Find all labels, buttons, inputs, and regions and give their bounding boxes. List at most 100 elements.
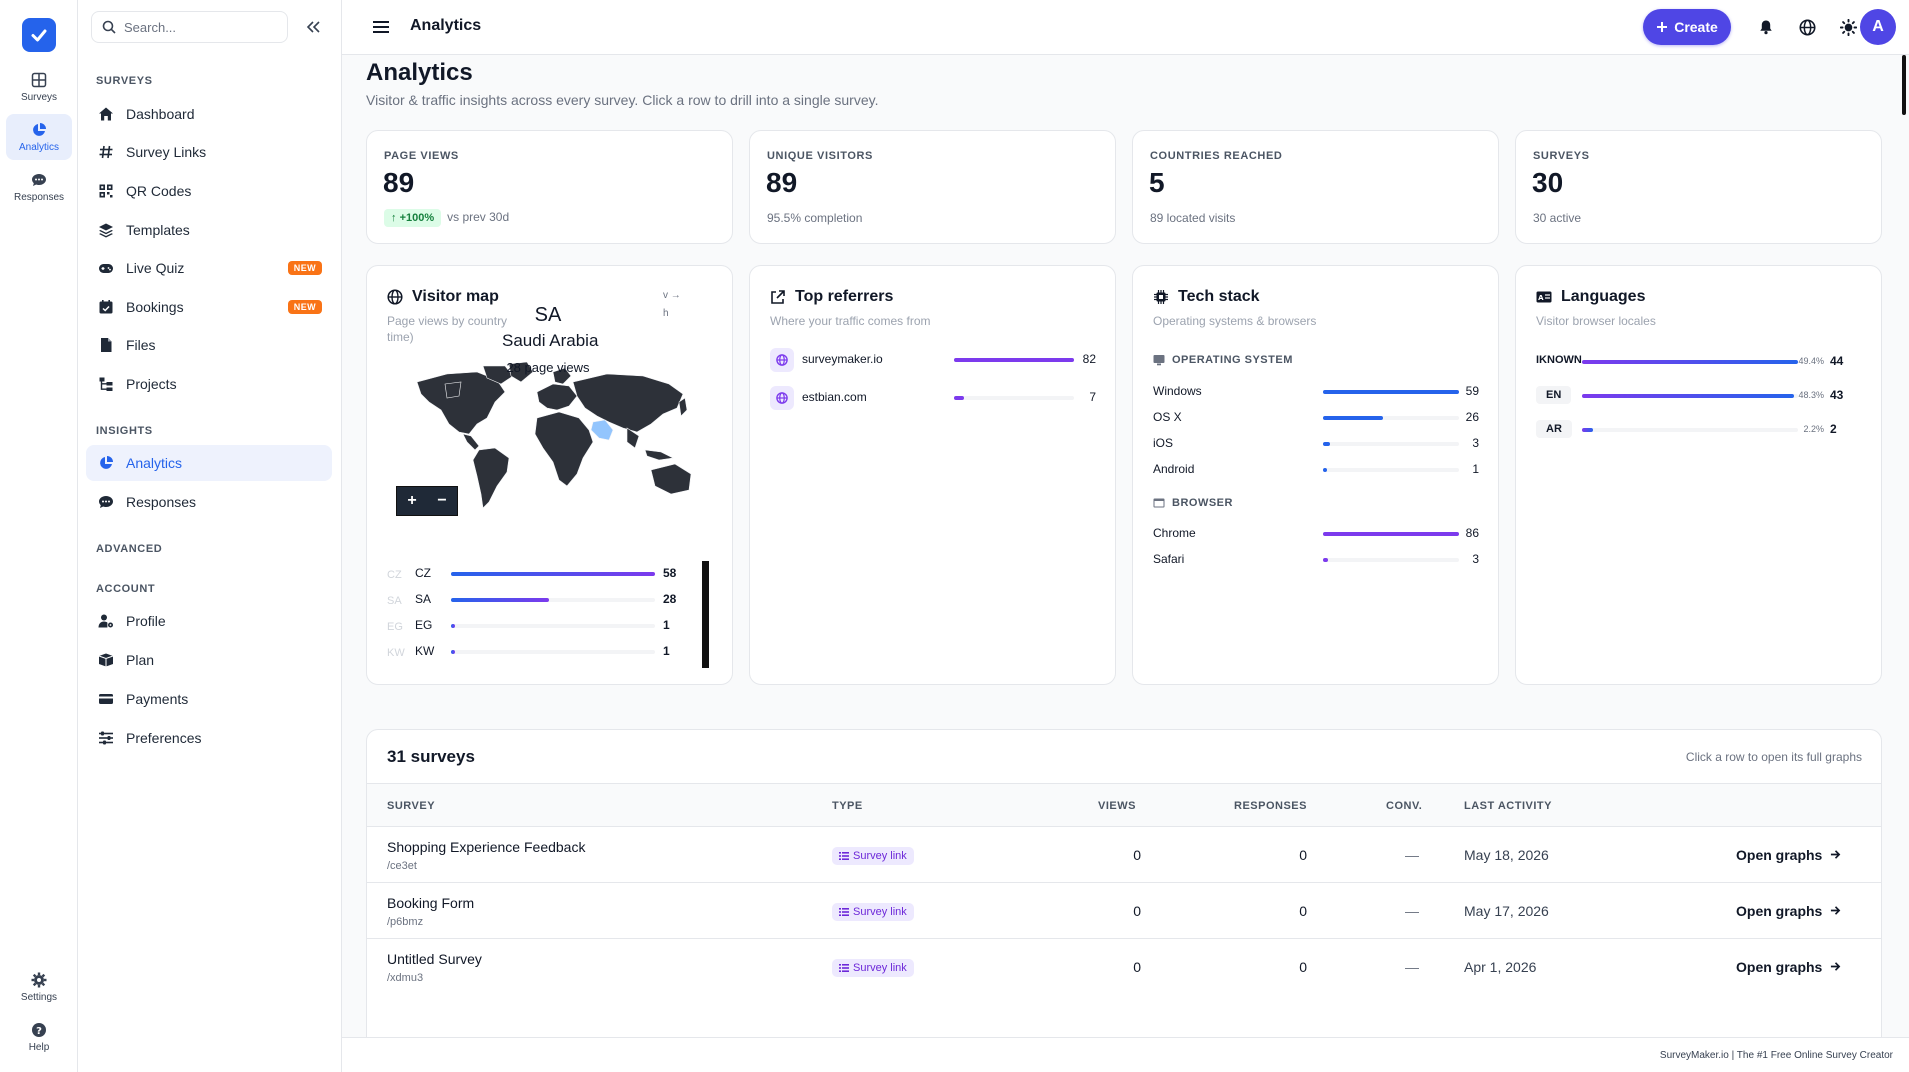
os-section-header: OPERATING SYSTEM bbox=[1153, 354, 1293, 366]
rail-item-responses[interactable]: Responses bbox=[6, 164, 72, 210]
nav-item-analytics[interactable]: Analytics bbox=[86, 445, 332, 481]
th-views[interactable]: VIEWS bbox=[1098, 800, 1136, 812]
open-graphs-link[interactable]: Open graphs bbox=[1736, 959, 1841, 975]
table-row[interactable]: Booking Form/p6bmz Survey link 0 0 — May 17, … bbox=[367, 882, 1881, 938]
survey-slug: /xdmu3 bbox=[387, 972, 424, 984]
th-responses[interactable]: RESPONSES bbox=[1234, 800, 1307, 812]
th-survey[interactable]: SURVEY bbox=[387, 800, 436, 812]
section-heading-account: ACCOUNT bbox=[96, 583, 156, 595]
visitor-map-card: Visitor map Page views by country time) … bbox=[366, 265, 733, 685]
zoom-in-button[interactable]: + bbox=[407, 492, 417, 509]
chip-icon bbox=[1154, 290, 1168, 304]
language-bar-track bbox=[1582, 394, 1798, 398]
os-bar-fill bbox=[1323, 442, 1330, 446]
nav-item-templates[interactable]: Templates bbox=[86, 212, 332, 248]
nav-item-profile[interactable]: Profile bbox=[86, 603, 332, 639]
referrer-name[interactable]: surveymaker.io bbox=[802, 352, 883, 366]
th-type[interactable]: TYPE bbox=[832, 800, 863, 812]
page-subtitle: Visitor & traffic insights across every … bbox=[366, 92, 879, 108]
country-code[interactable]: SA bbox=[415, 592, 432, 606]
open-graphs-link[interactable]: Open graphs bbox=[1736, 847, 1841, 863]
country-list-scrollbar[interactable] bbox=[702, 561, 709, 668]
user-gear-icon bbox=[98, 614, 113, 628]
card-subtitle-line: Page views by country bbox=[387, 314, 508, 328]
os-bar-fill bbox=[1323, 416, 1383, 420]
stat-card-surveys: SURVEYS 30 30 active bbox=[1515, 130, 1882, 244]
create-button[interactable]: Create bbox=[1643, 9, 1731, 45]
rail-item-help[interactable]: ? Help bbox=[6, 1014, 72, 1060]
menu-toggle-button[interactable] bbox=[370, 16, 392, 38]
nav-label: QR Codes bbox=[126, 183, 192, 199]
collapse-sidebar-button[interactable] bbox=[300, 14, 326, 40]
card-title-text: Languages bbox=[1561, 288, 1646, 305]
nav-item-preferences[interactable]: Preferences bbox=[86, 720, 332, 756]
double-chevron-left-icon bbox=[306, 21, 320, 33]
world-map[interactable] bbox=[387, 362, 717, 512]
th-last-activity[interactable]: LAST ACTIVITY bbox=[1464, 800, 1552, 812]
country-flag-placeholder: EG bbox=[387, 621, 403, 633]
nav-item-projects[interactable]: Projects bbox=[86, 366, 332, 402]
country-flag-placeholder: KW bbox=[387, 647, 405, 659]
browser-bar-fill bbox=[1323, 532, 1459, 536]
rail-item-analytics[interactable]: Analytics bbox=[6, 114, 72, 160]
country-flag-placeholder: CZ bbox=[387, 569, 402, 581]
search-input[interactable]: Search... bbox=[124, 19, 177, 35]
new-badge: NEW bbox=[287, 261, 322, 275]
country-bar-fill bbox=[451, 624, 456, 628]
rail-label: Settings bbox=[20, 991, 58, 1003]
language-pct: 48.3% bbox=[1798, 390, 1824, 400]
nav-item-files[interactable]: Files bbox=[86, 327, 332, 363]
country-bar-track bbox=[451, 572, 655, 576]
language-button[interactable] bbox=[1795, 15, 1819, 39]
os-bar-fill bbox=[1323, 390, 1459, 394]
language-value: 44 bbox=[1830, 354, 1844, 368]
bell-icon bbox=[1760, 20, 1772, 35]
country-code[interactable]: EG bbox=[415, 618, 433, 632]
nav-item-qr-codes[interactable]: QR Codes bbox=[86, 173, 332, 209]
open-graphs-link[interactable]: Open graphs bbox=[1736, 903, 1841, 919]
table-row[interactable]: Untitled Survey/xdmu3 Survey link 0 0 — Apr 1… bbox=[367, 938, 1881, 994]
survey-views: 0 bbox=[1133, 959, 1141, 975]
nav-item-live-quiz[interactable]: Live Quiz NEW bbox=[86, 250, 332, 286]
nav-item-bookings[interactable]: Bookings NEW bbox=[86, 289, 332, 325]
rail-item-settings[interactable]: Settings bbox=[6, 964, 72, 1010]
arrow-right-icon bbox=[1830, 959, 1841, 975]
country-code[interactable]: CZ bbox=[415, 566, 431, 580]
stat-sub: 95.5% completion bbox=[767, 211, 863, 225]
stat-card-page-views: PAGE VIEWS 89 ↑ +100% vs prev 30d bbox=[366, 130, 733, 244]
table-hint: Click a row to open its full graphs bbox=[1685, 750, 1862, 764]
card-subtitle-line: time) bbox=[387, 330, 414, 344]
nav-item-payments[interactable]: Payments bbox=[86, 681, 332, 717]
share-icon bbox=[771, 290, 785, 304]
nav-item-plan[interactable]: Plan bbox=[86, 642, 332, 678]
card-subtitle: Where your traffic comes from bbox=[770, 314, 931, 328]
stat-value: 30 bbox=[1532, 167, 1564, 198]
os-name: Windows bbox=[1153, 384, 1202, 398]
card-title-text: Tech stack bbox=[1178, 288, 1260, 305]
rail-item-surveys[interactable]: Surveys bbox=[6, 64, 72, 110]
nav-label: Dashboard bbox=[126, 106, 195, 122]
zoom-out-button[interactable]: − bbox=[437, 492, 447, 509]
card-title-text: Top referrers bbox=[795, 288, 894, 305]
survey-last-activity: Apr 1, 2026 bbox=[1464, 959, 1537, 975]
nav-item-responses[interactable]: Responses bbox=[86, 484, 332, 520]
os-value: 3 bbox=[1472, 436, 1479, 450]
table-row[interactable]: Shopping Experience Feedback/ce3et Survey… bbox=[367, 826, 1881, 882]
nav-item-dashboard[interactable]: Dashboard bbox=[86, 96, 332, 132]
referrer-name[interactable]: estbian.com bbox=[802, 390, 867, 404]
page-scrollbar[interactable] bbox=[1902, 55, 1906, 115]
th-conv[interactable]: CONV. bbox=[1386, 800, 1423, 812]
surveys-table-card: 31 surveys Click a row to open its full … bbox=[366, 729, 1882, 1037]
country-saudi-arabia[interactable] bbox=[590, 419, 614, 441]
country-value: 1 bbox=[663, 618, 670, 632]
section-heading-insights: INSIGHTS bbox=[96, 425, 153, 437]
search-box[interactable]: Search... bbox=[91, 11, 288, 43]
country-code[interactable]: KW bbox=[415, 644, 435, 658]
user-avatar[interactable]: A bbox=[1860, 9, 1896, 45]
stat-card-unique-visitors: UNIQUE VISITORS 89 95.5% completion bbox=[749, 130, 1116, 244]
notifications-button[interactable] bbox=[1754, 15, 1778, 39]
credit-card-icon bbox=[99, 694, 113, 704]
nav-item-survey-links[interactable]: Survey Links bbox=[86, 134, 332, 170]
theme-toggle-button[interactable] bbox=[1836, 15, 1860, 39]
app-logo[interactable] bbox=[22, 18, 56, 52]
